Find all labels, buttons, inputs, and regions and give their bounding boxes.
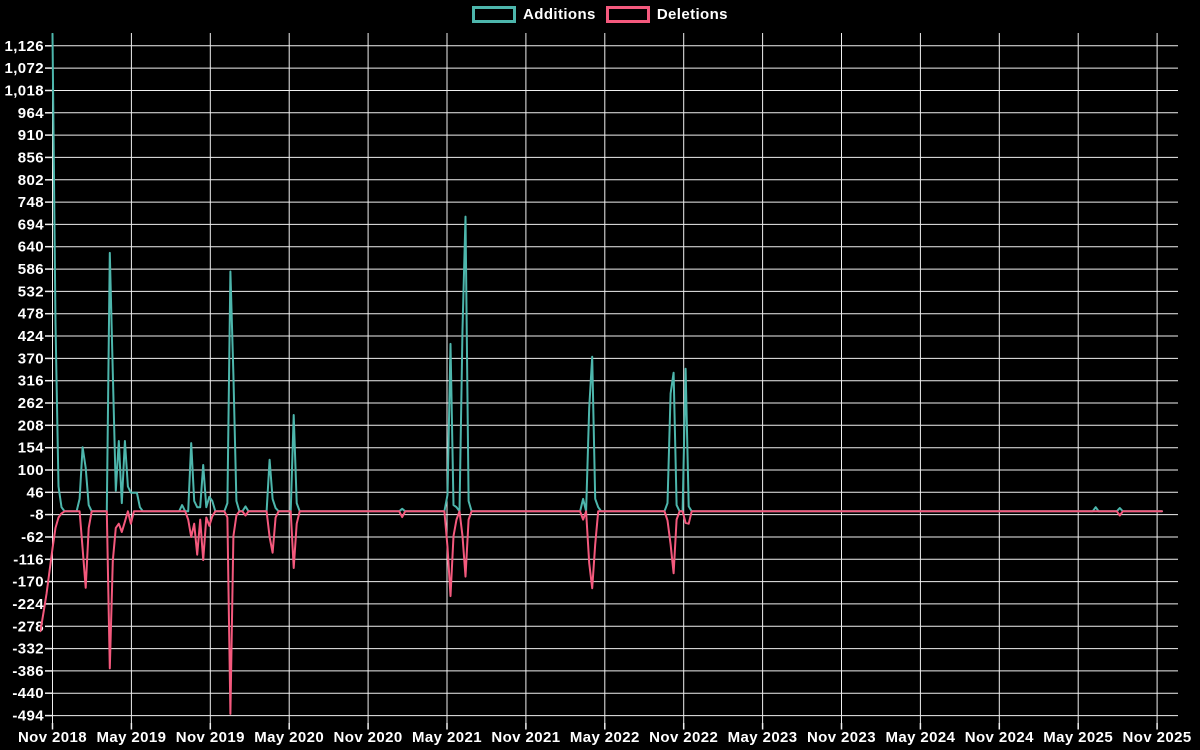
y-axis-label: -62 xyxy=(21,529,44,546)
y-axis-label: -170 xyxy=(12,574,44,591)
y-axis-label: 694 xyxy=(18,216,44,233)
x-axis-label: Nov 2025 xyxy=(1123,729,1192,746)
additions-swatch xyxy=(472,6,517,23)
y-axis-label: 208 xyxy=(18,417,44,434)
y-axis-label: -116 xyxy=(13,551,44,568)
x-axis-label: May 2019 xyxy=(96,729,166,746)
x-axis-label: Nov 2018 xyxy=(18,729,87,746)
y-axis-label: 100 xyxy=(18,462,44,479)
x-axis-label: Nov 2022 xyxy=(649,729,718,746)
deletions-line xyxy=(40,510,1163,715)
y-axis-label: 964 xyxy=(18,105,44,122)
y-axis-label: -440 xyxy=(12,685,44,702)
legend-item-deletions[interactable]: Deletions xyxy=(605,6,728,23)
y-axis-label: 316 xyxy=(18,373,44,390)
y-axis-label: 802 xyxy=(18,172,44,189)
y-axis-label: 856 xyxy=(18,149,44,166)
x-axis-label: May 2023 xyxy=(728,729,798,746)
y-axis-label: 478 xyxy=(18,306,44,323)
y-axis-label: 1,072 xyxy=(4,60,44,77)
y-axis-label: -494 xyxy=(12,708,44,725)
y-axis-label: 640 xyxy=(18,239,44,256)
additions-line xyxy=(51,33,1163,513)
y-axis-label: 532 xyxy=(18,283,44,300)
y-axis-label: 46 xyxy=(27,484,45,501)
x-axis-label: Nov 2024 xyxy=(965,729,1034,746)
x-axis-label: May 2020 xyxy=(254,729,324,746)
x-axis-label: May 2021 xyxy=(412,729,482,746)
y-axis-label: 262 xyxy=(18,395,44,412)
x-axis-label: May 2025 xyxy=(1043,729,1113,746)
y-axis-label: 370 xyxy=(18,350,44,367)
x-axis-label: May 2024 xyxy=(885,729,955,746)
y-axis-label: 910 xyxy=(18,127,44,144)
y-axis-label: 1,126 xyxy=(4,38,44,55)
y-axis-label: -332 xyxy=(12,641,44,658)
x-axis-label: Nov 2023 xyxy=(807,729,876,746)
y-axis-label: -386 xyxy=(12,663,44,680)
x-axis-label: May 2022 xyxy=(570,729,640,746)
y-axis-label: 154 xyxy=(18,440,44,457)
additions-legend-label: Additions xyxy=(523,6,596,23)
y-axis-label: 424 xyxy=(18,328,44,345)
y-axis-label: 586 xyxy=(18,261,44,278)
deletions-swatch xyxy=(605,6,650,23)
legend-item-additions[interactable]: Additions xyxy=(472,6,596,23)
deletions-legend-label: Deletions xyxy=(656,6,728,23)
y-axis-label: -8 xyxy=(30,507,44,524)
x-axis-label: Nov 2021 xyxy=(491,729,560,746)
x-axis-label: Nov 2019 xyxy=(176,729,245,746)
x-axis-label: Nov 2020 xyxy=(334,729,403,746)
chart-legend: Additions Deletions xyxy=(0,6,1200,23)
y-axis-label: -224 xyxy=(12,596,44,613)
y-axis-label: 748 xyxy=(18,194,44,211)
y-axis-label: 1,018 xyxy=(4,83,44,100)
y-axis-label: -278 xyxy=(12,618,44,635)
